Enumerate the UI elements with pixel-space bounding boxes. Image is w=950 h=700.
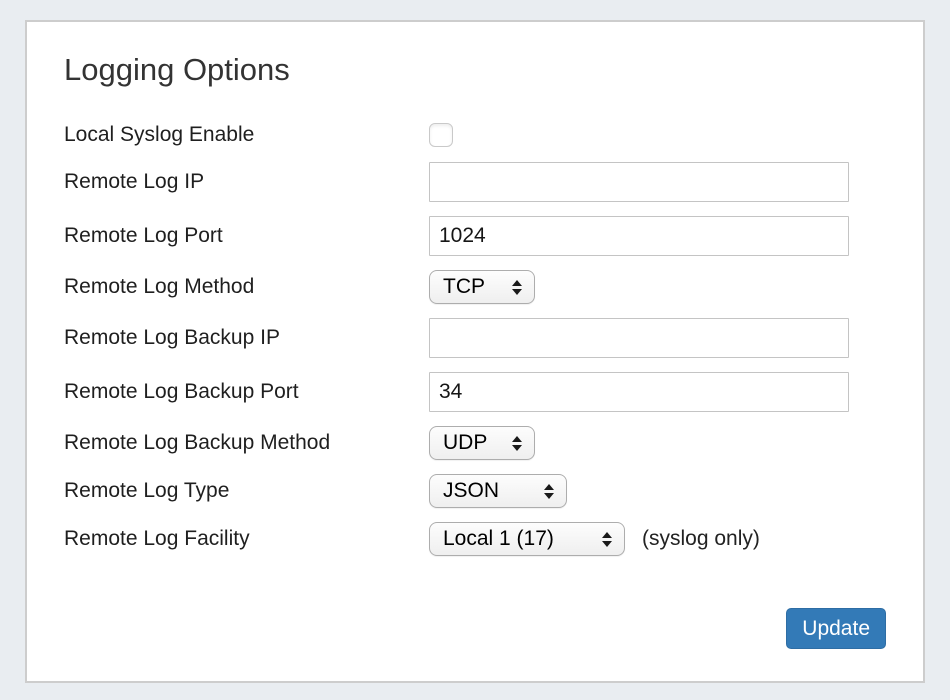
remote-log-type-select[interactable]: JSON: [429, 474, 567, 508]
remote-log-facility-label: Remote Log Facility: [64, 527, 250, 550]
remote-log-port-input[interactable]: [429, 216, 849, 256]
remote-log-facility-select[interactable]: Local 1 (17): [429, 522, 625, 556]
button-row: Update: [64, 608, 886, 649]
remote-log-facility-selected-value: Local 1 (17): [443, 527, 554, 550]
remote-log-method-selected-value: TCP: [443, 275, 485, 298]
syslog-only-note: (syslog only): [642, 527, 760, 550]
form-row-remote-log-method: Remote Log Method TCP: [64, 270, 886, 304]
form-row-remote-log-backup-port: Remote Log Backup Port: [64, 372, 886, 412]
remote-log-backup-ip-label: Remote Log Backup IP: [64, 326, 280, 349]
remote-log-ip-input[interactable]: [429, 162, 849, 202]
up-down-arrows-icon: [544, 483, 554, 499]
remote-log-type-selected-value: JSON: [443, 479, 500, 502]
form-row-remote-log-backup-method: Remote Log Backup Method UDP: [64, 426, 886, 460]
form-row-remote-log-port: Remote Log Port: [64, 216, 886, 256]
form-row-remote-log-ip: Remote Log IP: [64, 162, 886, 202]
remote-log-method-label: Remote Log Method: [64, 275, 255, 298]
update-button[interactable]: Update: [786, 608, 886, 649]
remote-log-backup-method-selected-value: UDP: [443, 431, 488, 454]
remote-log-backup-method-label: Remote Log Backup Method: [64, 431, 331, 454]
remote-log-backup-port-label: Remote Log Backup Port: [64, 380, 299, 403]
form-row-local-syslog-enable: Local Syslog Enable: [64, 122, 886, 148]
remote-log-backup-ip-input[interactable]: [429, 318, 849, 358]
up-down-arrows-icon: [512, 435, 522, 451]
up-down-arrows-icon: [602, 531, 612, 547]
remote-log-port-label: Remote Log Port: [64, 224, 223, 247]
form-row-remote-log-facility: Remote Log Facility Local 1 (17) (syslog…: [64, 522, 886, 556]
local-syslog-enable-checkbox[interactable]: [429, 123, 453, 147]
page-title: Logging Options: [64, 52, 290, 87]
form-row-remote-log-type: Remote Log Type JSON: [64, 474, 886, 508]
remote-log-type-label: Remote Log Type: [64, 479, 230, 502]
remote-log-ip-label: Remote Log IP: [64, 170, 205, 193]
remote-log-backup-method-select[interactable]: UDP: [429, 426, 535, 460]
remote-log-method-select[interactable]: TCP: [429, 270, 535, 304]
local-syslog-enable-label: Local Syslog Enable: [64, 123, 255, 146]
up-down-arrows-icon: [512, 279, 522, 295]
form-row-remote-log-backup-ip: Remote Log Backup IP: [64, 318, 886, 358]
remote-log-backup-port-input[interactable]: [429, 372, 849, 412]
logging-options-panel: Logging Options Local Syslog Enable Remo…: [25, 20, 925, 683]
